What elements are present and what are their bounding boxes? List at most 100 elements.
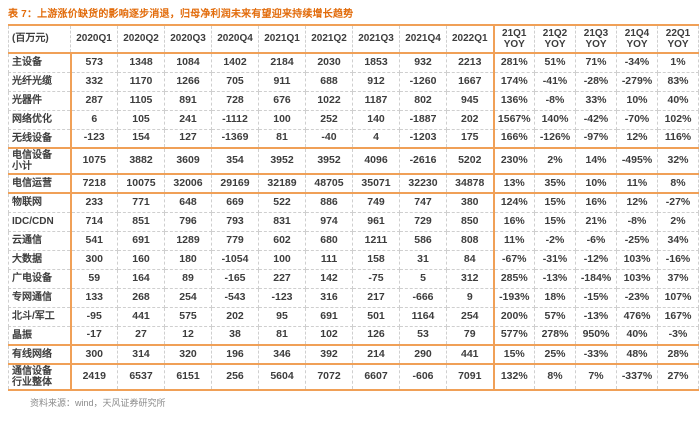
value-cell: 3882: [117, 147, 165, 175]
yoy-cell: 34%: [657, 230, 699, 251]
yoy-cell: 140%: [534, 109, 576, 130]
value-cell: 886: [305, 192, 353, 213]
value-cell: -666: [399, 287, 447, 308]
value-cell: 10075: [117, 173, 165, 194]
yoy-cell: 132%: [492, 363, 535, 391]
table-row: 光器件 287 1105 891 728 676 1022 1187 802 945 136% -8%…: [8, 90, 699, 111]
value-cell: 214: [352, 344, 400, 365]
value-cell: 29169: [211, 173, 259, 194]
yoy-cell: 950%: [575, 325, 617, 346]
col-header-2021Q3: 2021Q3: [352, 24, 400, 54]
col-header-yoy-4: 22Q1 YOY: [657, 24, 699, 54]
yoy-cell: -12%: [575, 249, 617, 270]
value-cell: 35071: [352, 173, 400, 194]
yoy-cell: -33%: [575, 344, 617, 365]
value-cell: 6: [70, 109, 118, 130]
value-cell: 850: [446, 211, 494, 232]
value-cell: 1105: [117, 90, 165, 111]
col-header-yoy-3: 21Q4 YOY: [616, 24, 658, 54]
yoy-cell: 15%: [534, 211, 576, 232]
table-row: 无线设备 -123 154 127 -1369 81 -40 4 -1203 175 166% -12…: [8, 128, 699, 149]
value-cell: 332: [70, 71, 118, 92]
value-cell: 140: [352, 109, 400, 130]
value-cell: 254: [164, 287, 212, 308]
value-cell: 142: [305, 268, 353, 289]
value-cell: 127: [164, 128, 212, 149]
value-cell: -1260: [399, 71, 447, 92]
value-cell: 287: [70, 90, 118, 111]
yoy-cell: -8%: [616, 211, 658, 232]
yoy-cell: 21%: [575, 211, 617, 232]
value-cell: 346: [258, 344, 306, 365]
value-cell: 290: [399, 344, 447, 365]
value-cell: 7218: [70, 173, 118, 194]
value-cell: 268: [117, 287, 165, 308]
yoy-cell: -3%: [657, 325, 699, 346]
yoy-cell: -25%: [616, 230, 658, 251]
value-cell: 133: [70, 287, 118, 308]
yoy-cell: -27%: [657, 192, 699, 213]
value-cell: 300: [70, 249, 118, 270]
value-cell: 9: [446, 287, 494, 308]
value-cell: 95: [258, 306, 306, 327]
value-cell: 705: [211, 71, 259, 92]
yoy-cell: 15%: [492, 344, 535, 365]
yoy-cell: 278%: [534, 325, 576, 346]
value-cell: 81: [258, 325, 306, 346]
yoy-cell: -23%: [616, 287, 658, 308]
yoy-cell: -279%: [616, 71, 658, 92]
value-cell: 575: [164, 306, 212, 327]
value-cell: 1289: [164, 230, 212, 251]
yoy-cell: 40%: [616, 325, 658, 346]
value-cell: 32189: [258, 173, 306, 194]
yoy-cell: 1567%: [492, 109, 535, 130]
value-cell: 771: [117, 192, 165, 213]
value-cell: 680: [305, 230, 353, 251]
yoy-cell: -42%: [575, 109, 617, 130]
value-cell: 81: [258, 128, 306, 149]
table-row: 电信运营 7218 10075 32006 29169 32189 48705 35071 32…: [8, 173, 699, 194]
value-cell: 669: [211, 192, 259, 213]
yoy-cell: -193%: [492, 287, 535, 308]
yoy-cell: 7%: [575, 363, 617, 391]
value-cell: 728: [211, 90, 259, 111]
yoy-cell: 28%: [657, 344, 699, 365]
yoy-cell: 107%: [657, 287, 699, 308]
value-cell: 802: [399, 90, 447, 111]
yoy-cell: -16%: [657, 249, 699, 270]
yoy-cell: 103%: [616, 249, 658, 270]
yoy-cell: -34%: [616, 52, 658, 73]
value-cell: 691: [117, 230, 165, 251]
table-row: 大数据 300 160 180 -1054 100 111 158 31 84 -67% -31% -1…: [8, 249, 699, 270]
value-cell: 796: [164, 211, 212, 232]
row-label: 晶振: [8, 325, 72, 346]
col-header-yoy-2: 21Q3 YOY: [575, 24, 617, 54]
yoy-cell: 27%: [657, 363, 699, 391]
row-label: 北斗/军工: [8, 306, 72, 327]
value-cell: 164: [117, 268, 165, 289]
value-cell: 180: [164, 249, 212, 270]
value-cell: 227: [258, 268, 306, 289]
table-row: 光纤光缆 332 1170 1266 705 911 688 912 -1260 1667 174%…: [8, 71, 699, 92]
yoy-cell: -184%: [575, 268, 617, 289]
value-cell: 441: [117, 306, 165, 327]
col-header-2020Q3: 2020Q3: [164, 24, 212, 54]
value-cell: 158: [352, 249, 400, 270]
value-cell: 59: [70, 268, 118, 289]
value-cell: 2419: [70, 363, 118, 391]
yoy-cell: 18%: [534, 287, 576, 308]
value-cell: 79: [446, 325, 494, 346]
value-cell: 256: [211, 363, 259, 391]
table-row: 晶振 -17 27 12 38 81 102 126 53 79 577% 278% 950% 40% -3…: [8, 325, 699, 346]
yoy-cell: 8%: [534, 363, 576, 391]
col-header-2021Q1: 2021Q1: [258, 24, 306, 54]
value-cell: 5604: [258, 363, 306, 391]
value-cell: 1266: [164, 71, 212, 92]
yoy-cell: 37%: [657, 268, 699, 289]
value-cell: 1022: [305, 90, 353, 111]
value-cell: 1075: [70, 147, 118, 175]
value-cell: 1164: [399, 306, 447, 327]
col-header-2020Q4: 2020Q4: [211, 24, 259, 54]
value-cell: -123: [258, 287, 306, 308]
table-header: (百万元) 2020Q1 2020Q2 2020Q3 2020Q4 2021Q1 2021Q…: [8, 24, 699, 54]
